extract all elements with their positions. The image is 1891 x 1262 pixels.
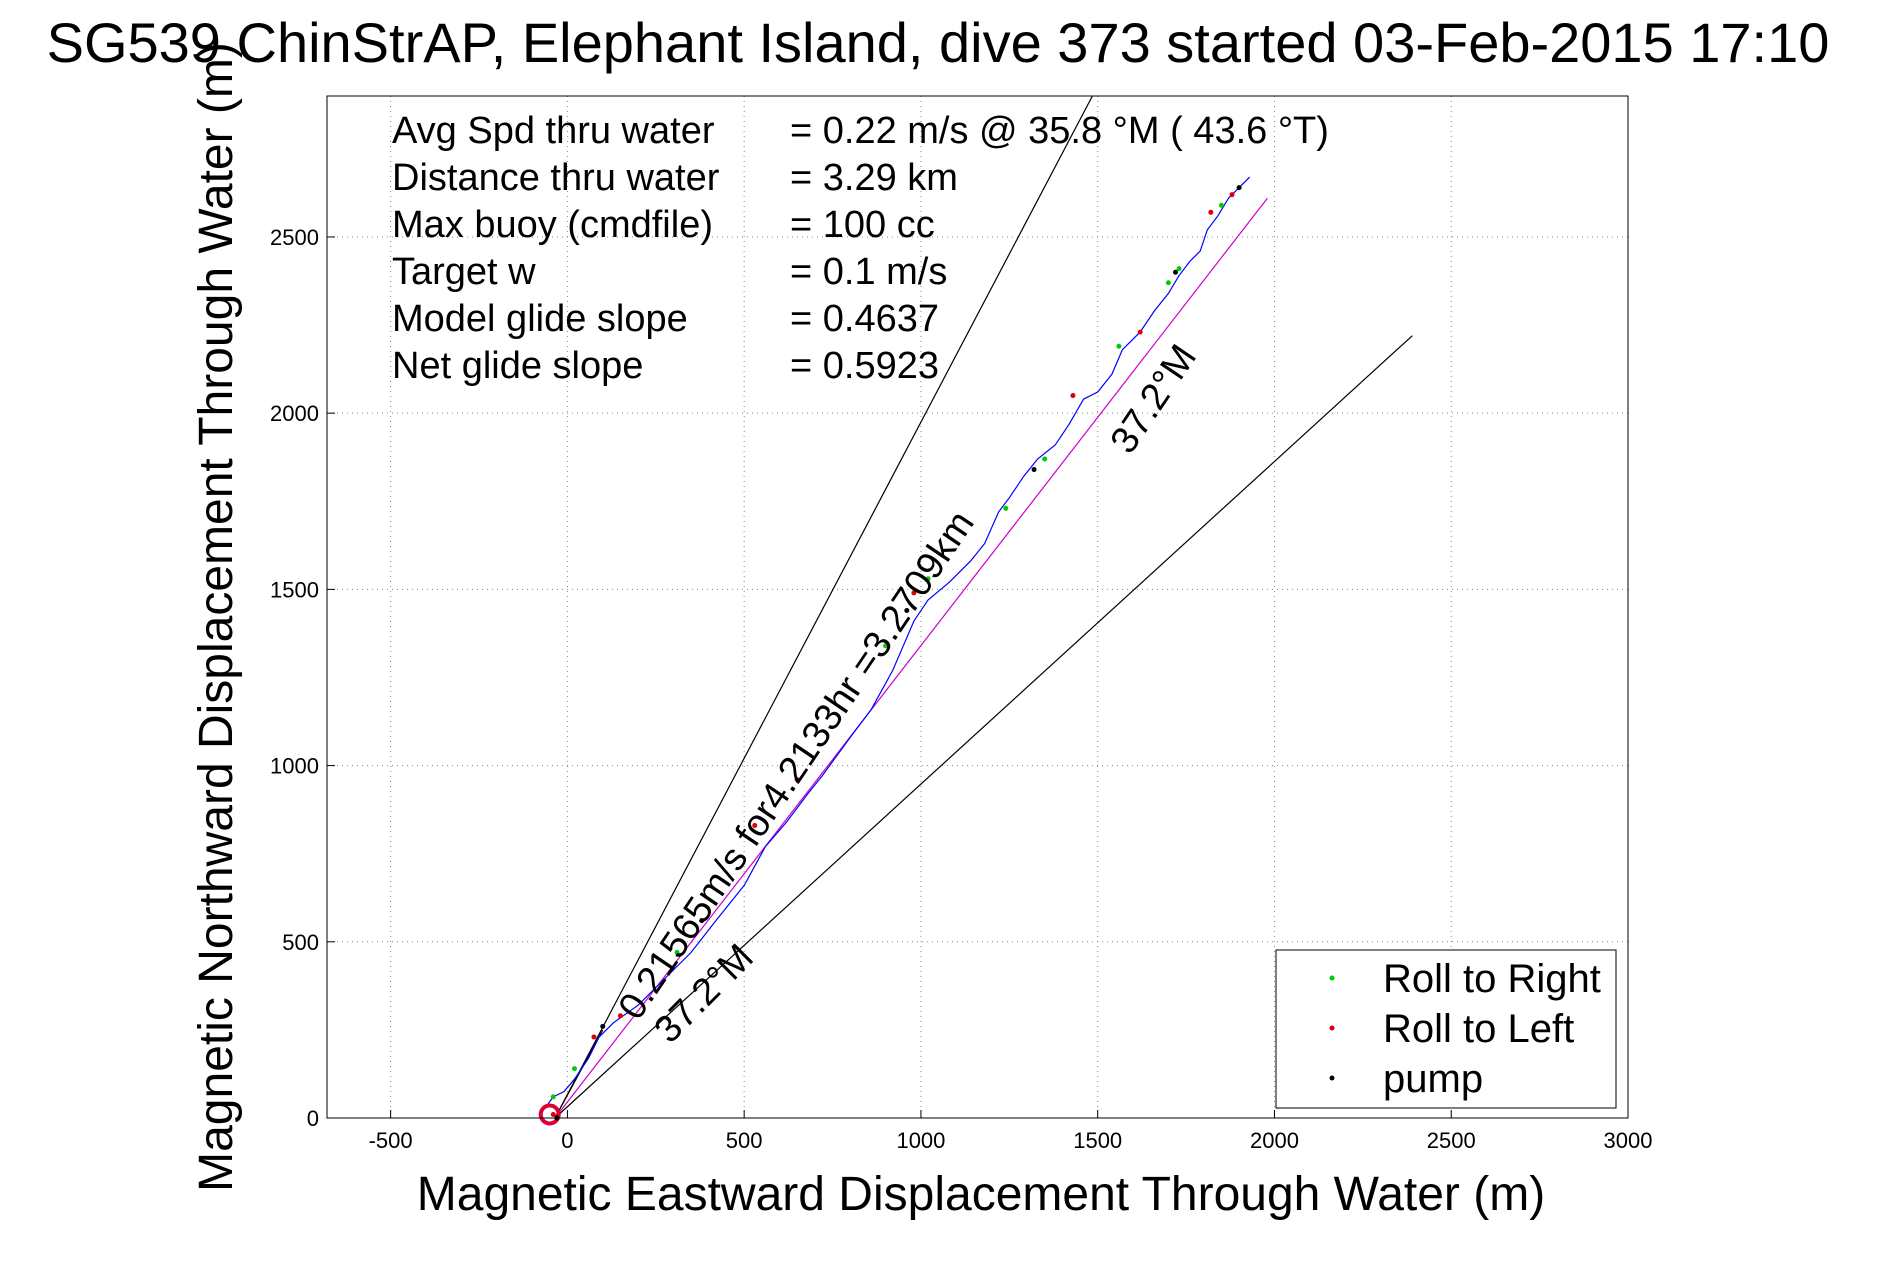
point-roll-to-right xyxy=(1042,456,1048,462)
track-line xyxy=(538,176,1251,1126)
stat-label: Target w xyxy=(392,251,536,293)
point-pump xyxy=(1172,269,1178,275)
point-roll-to-left xyxy=(794,777,800,783)
annotations: 0.21565m/s for4.2133hr =3.2709km 37.2°M … xyxy=(611,337,1205,1051)
y-tick-label: 1000 xyxy=(270,754,319,779)
x-tick-label: 2000 xyxy=(1250,1128,1299,1153)
legend-entry: Roll to Right xyxy=(1383,957,1601,1001)
point-roll-to-right xyxy=(925,576,931,582)
point-roll-to-right xyxy=(1165,280,1171,286)
legend-entry: pump xyxy=(1383,1057,1483,1101)
point-roll-to-right xyxy=(1003,505,1009,511)
plot-frame xyxy=(326,95,1629,1119)
legend: Roll to Right Roll to Left pump xyxy=(1275,949,1617,1109)
stats-block: Avg Spd thru water = 0.22 m/s @ 35.8 °M (… xyxy=(392,110,1329,387)
y-tick-label: 0 xyxy=(307,1106,319,1131)
chart-title: SG539 ChinStrAP, Elephant Island, dive 3… xyxy=(47,11,1830,74)
track-summary-annotation: 0.21565m/s for4.2133hr =3.2709km xyxy=(611,504,983,1027)
point-roll-to-right xyxy=(571,1066,577,1072)
legend-entry: Roll to Left xyxy=(1383,1007,1574,1051)
point-roll-to-left xyxy=(752,822,758,828)
point-pump xyxy=(600,1023,606,1029)
point-roll-to-left xyxy=(1070,393,1076,399)
point-roll-to-left xyxy=(591,1034,597,1040)
y-tick-label: 2000 xyxy=(270,401,319,426)
point-pump xyxy=(904,608,910,614)
track-polyline xyxy=(547,176,1251,1105)
point-roll-to-left xyxy=(911,590,917,596)
x-ticks: -500 0 500 1000 1500 2000 2500 3000 xyxy=(369,1110,1653,1153)
point-roll-to-right xyxy=(1116,343,1122,349)
point-roll-to-left xyxy=(550,1111,556,1117)
x-tick-label: 1000 xyxy=(896,1128,945,1153)
point-roll-to-right xyxy=(550,1094,556,1100)
y-axis-label: Magnetic Northward Displacement Through … xyxy=(190,42,243,1192)
legend-marker xyxy=(1329,1075,1335,1081)
point-roll-to-right xyxy=(1176,266,1182,272)
x-tick-label: 3000 xyxy=(1604,1128,1653,1153)
point-roll-to-left xyxy=(1137,329,1143,335)
y-ticks: 0 500 1000 1500 2000 2500 xyxy=(270,225,335,1131)
y-tick-label: 2500 xyxy=(270,225,319,250)
reference-line-glide-bound xyxy=(554,335,1413,1119)
x-tick-label: 0 xyxy=(561,1128,573,1153)
stat-label: Max buoy (cmdfile) xyxy=(392,204,713,246)
stat-value: = 3.29 km xyxy=(790,157,958,199)
y-tick-label: 500 xyxy=(282,930,319,955)
heading-annotation-upper: 37.2°M xyxy=(1103,337,1205,461)
reference-line-glide-bound xyxy=(554,95,1093,1119)
stat-value: = 100 cc xyxy=(790,204,935,246)
x-tick-label: 500 xyxy=(726,1128,763,1153)
point-roll-to-left xyxy=(1229,192,1235,198)
stat-label: Net glide slope xyxy=(392,345,643,387)
stat-label: Model glide slope xyxy=(392,298,688,340)
legend-marker xyxy=(1329,975,1335,981)
stat-value: = 0.5923 xyxy=(790,345,939,387)
stat-label: Distance thru water xyxy=(392,157,720,199)
point-roll-to-right xyxy=(883,643,889,649)
point-roll-to-right xyxy=(1218,202,1224,208)
point-roll-to-left xyxy=(1208,209,1214,215)
point-pump xyxy=(1236,185,1242,191)
stat-label: Avg Spd thru water xyxy=(392,110,715,152)
stat-value: = 0.22 m/s @ 35.8 °M ( 43.6 °T) xyxy=(790,110,1329,152)
point-pump xyxy=(1031,467,1037,473)
x-tick-label: 2500 xyxy=(1427,1128,1476,1153)
point-roll-to-right xyxy=(674,949,680,955)
x-axis-label: Magnetic Eastward Displacement Through W… xyxy=(417,1168,1545,1221)
data-points xyxy=(550,185,1242,1121)
legend-marker xyxy=(1329,1025,1335,1031)
point-roll-to-left xyxy=(617,1013,623,1019)
reference-line-heading xyxy=(554,197,1268,1119)
start-marker xyxy=(538,1103,561,1126)
y-tick-label: 1500 xyxy=(270,577,319,602)
x-tick-label: 1500 xyxy=(1073,1128,1122,1153)
stat-value: = 0.4637 xyxy=(790,298,939,340)
stat-value: = 0.1 m/s xyxy=(790,251,947,293)
point-pump xyxy=(699,918,705,924)
x-tick-label: -500 xyxy=(369,1128,413,1153)
